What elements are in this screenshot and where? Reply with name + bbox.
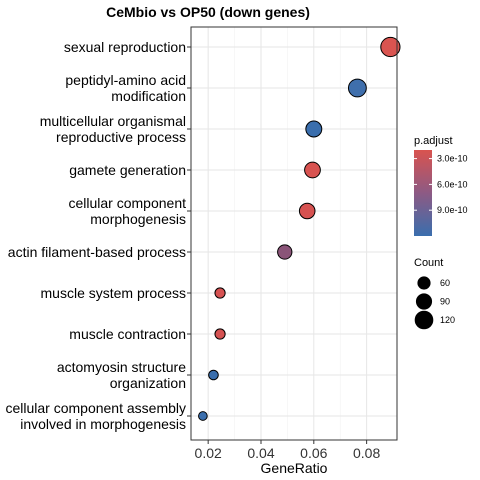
plot-panel bbox=[191, 27, 397, 440]
x-axis: 0.02 0.04 0.06 0.08 bbox=[195, 440, 380, 461]
y-tick-label: sexual reproduction bbox=[64, 39, 186, 55]
y-axis-labels: sexual reproduction peptidyl-amino acid mo… bbox=[5, 39, 191, 432]
chart-title: CeMbio vs OP50 (down genes) bbox=[106, 4, 310, 20]
x-tick-label: 0.02 bbox=[195, 445, 222, 461]
p-adjust-legend: p.adjust 3.0e-10 6.0e-10 9.0e-10 bbox=[414, 135, 468, 236]
p-adjust-legend-title: p.adjust bbox=[414, 135, 453, 147]
count-legend-entries: 60 90 120 bbox=[414, 276, 455, 330]
data-point bbox=[208, 369, 219, 381]
data-point bbox=[347, 78, 367, 98]
y-tick-label: gamete generation bbox=[69, 162, 186, 178]
colorbar-tick-label: 3.0e-10 bbox=[437, 154, 468, 164]
p-adjust-ticks: 3.0e-10 6.0e-10 9.0e-10 bbox=[414, 154, 468, 215]
data-point bbox=[214, 328, 226, 340]
data-points bbox=[198, 36, 401, 421]
colorbar-tick-label: 9.0e-10 bbox=[437, 205, 468, 215]
count-legend-label: 60 bbox=[440, 278, 450, 288]
grid-lines bbox=[191, 27, 397, 440]
y-tick-label: actin filament-based process bbox=[8, 244, 186, 260]
x-tick-label: 0.04 bbox=[247, 445, 274, 461]
data-point bbox=[198, 411, 208, 421]
count-legend-label: 120 bbox=[440, 315, 455, 325]
x-tick-label: 0.08 bbox=[353, 445, 380, 461]
plot-border bbox=[190, 26, 398, 441]
y-tick-label: cellular component morphogenesis bbox=[68, 195, 186, 227]
y-tick-label: peptidyl-amino acid modification bbox=[65, 72, 186, 104]
y-tick-label: muscle system process bbox=[41, 285, 186, 301]
count-legend-dot bbox=[417, 276, 431, 290]
y-tick-label: actomyosin structure organization bbox=[57, 359, 186, 391]
p-adjust-colorbar bbox=[414, 150, 432, 236]
x-tick-label: 0.06 bbox=[300, 445, 327, 461]
data-point bbox=[298, 202, 316, 220]
y-tick-label: multicellular organismal reproductive pro… bbox=[40, 113, 186, 145]
count-legend-title: Count bbox=[414, 257, 443, 269]
count-legend-label: 90 bbox=[440, 297, 450, 307]
count-legend-dot bbox=[415, 293, 433, 310]
colorbar-tick-label: 6.0e-10 bbox=[437, 179, 468, 189]
data-point bbox=[380, 36, 401, 58]
y-tick-label: cellular component assembly involved in m… bbox=[5, 400, 186, 432]
data-point bbox=[277, 244, 293, 260]
count-legend-dot bbox=[414, 310, 434, 330]
data-point bbox=[214, 287, 226, 299]
data-point bbox=[304, 161, 321, 179]
y-tick-label: muscle contraction bbox=[69, 326, 186, 342]
data-point bbox=[305, 120, 323, 138]
x-axis-title: GeneRatio bbox=[261, 460, 328, 476]
count-legend: Count 60 90 120 bbox=[414, 257, 455, 330]
